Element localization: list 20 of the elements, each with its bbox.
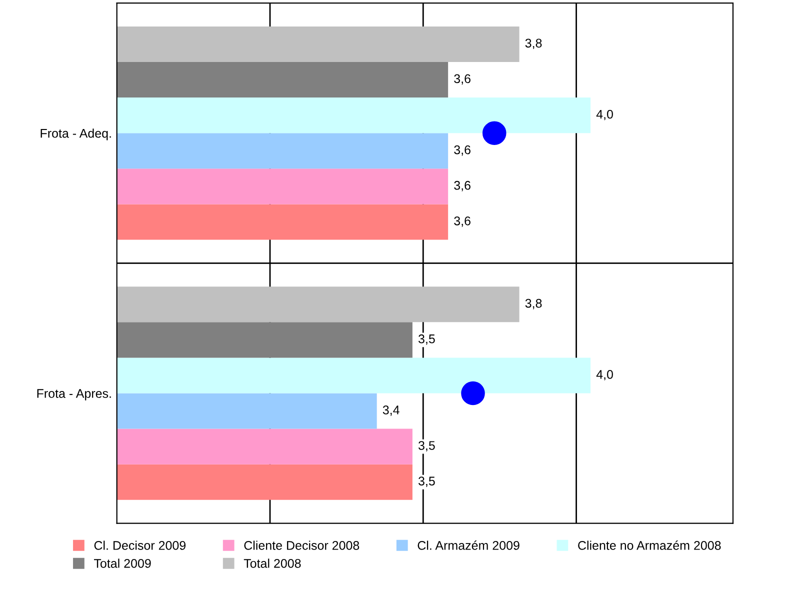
data-label: 3,8: [525, 38, 542, 50]
legend-label: Cl. Armazém 2009: [418, 540, 520, 550]
legend-label: Cliente Decisor 2008: [244, 540, 360, 550]
data-label: 3,4: [382, 406, 400, 416]
legend-label: Cliente no Armazém 2008: [578, 540, 721, 550]
y-tick-label: Frota - Apres.: [37, 389, 111, 400]
data-label: 3,6: [454, 74, 470, 85]
data-label: 3,6: [454, 180, 470, 192]
data-label: 3,6: [454, 216, 470, 227]
legend-label: Total 2009: [94, 558, 151, 568]
y-tick-label: Frota - Adeq.: [40, 128, 111, 140]
data-label: 4,0: [596, 370, 613, 380]
data-label: 3,5: [418, 476, 435, 487]
data-label: 3,5: [418, 334, 435, 345]
legend-label: Total 2008: [244, 558, 301, 568]
data-label: 3,5: [418, 441, 435, 452]
legend-label: Cl. Decisor 2009: [94, 540, 186, 550]
data-label: 3,8: [525, 298, 542, 310]
data-label: 3,6: [454, 145, 470, 156]
data-label: 4,0: [596, 110, 613, 120]
